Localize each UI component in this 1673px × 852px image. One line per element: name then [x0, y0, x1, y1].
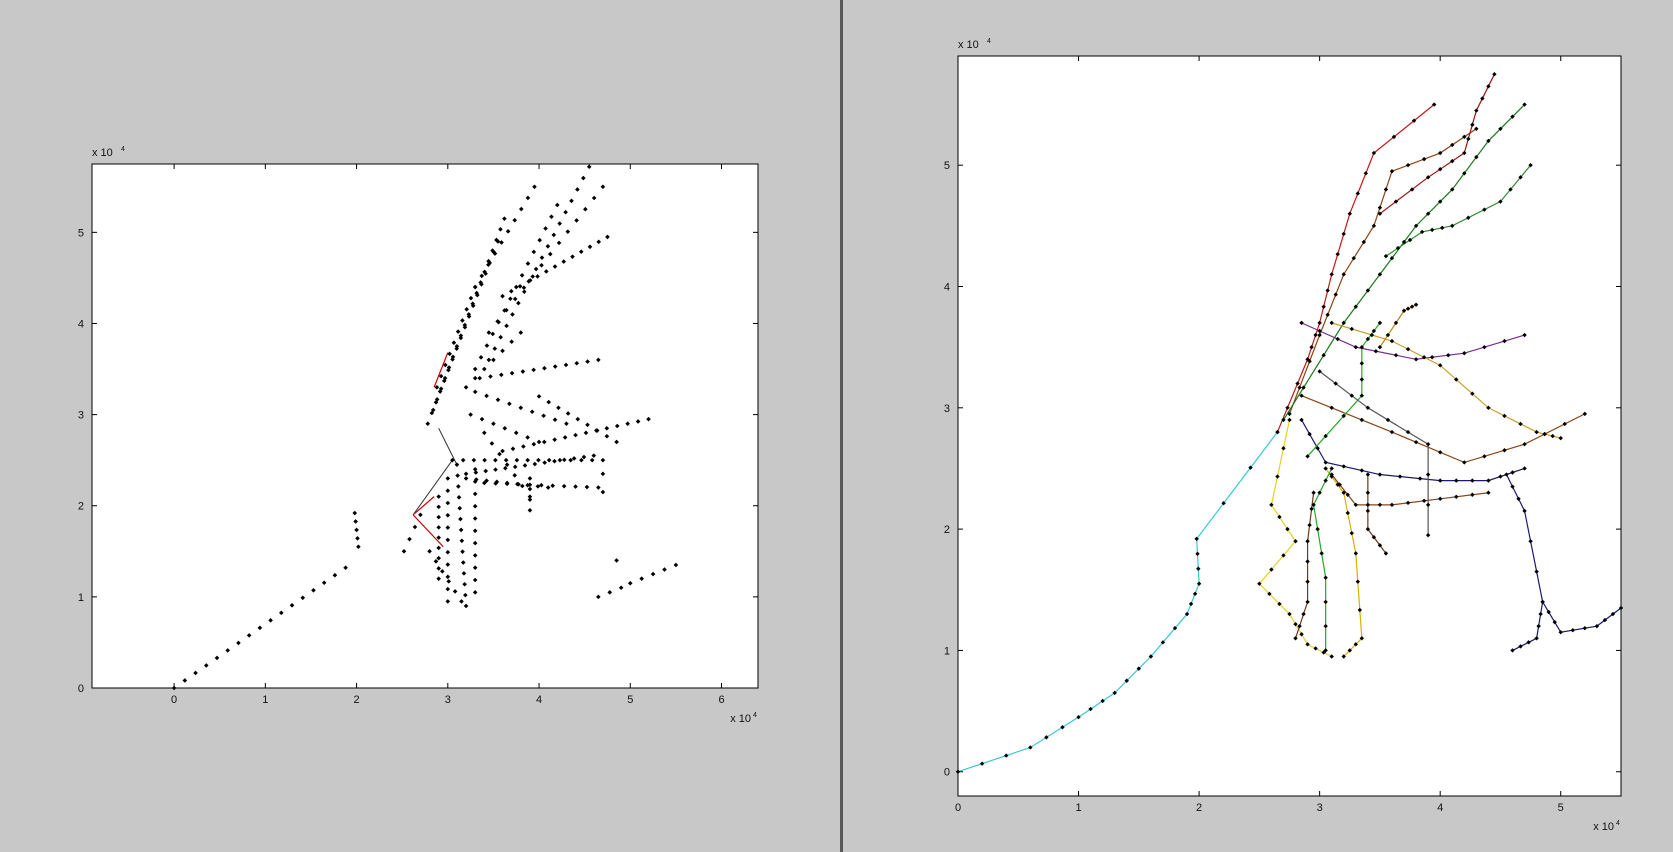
right-figure-panel: 012345012345x 10 4 x 10 4 — [843, 0, 1673, 852]
left-x-tick-label: 4 — [536, 694, 542, 706]
right-x-tick-label: 5 — [1558, 802, 1564, 814]
left-x-multiplier: x 10 — [730, 713, 751, 725]
left-y-tick-label: 2 — [78, 501, 84, 513]
right-x-tick-label: 1 — [1075, 802, 1081, 814]
left-y-tick-label: 5 — [78, 227, 84, 239]
right-y-tick-label: 5 — [944, 160, 950, 172]
left-x-tick-label: 6 — [718, 694, 724, 706]
right-y-tick-label: 3 — [944, 403, 950, 415]
right-y-tick-label: 0 — [944, 767, 950, 779]
left-x-tick-label: 0 — [171, 694, 177, 706]
left-plot-area — [92, 164, 758, 688]
left-x-tick-label: 1 — [262, 694, 268, 706]
left-scatter-chart: 0 1 2 3 4 5 6012345x 10 4x 10 4 — [0, 0, 840, 852]
right-y-multiplier: x 10 — [958, 39, 979, 51]
left-y-exponent: 4 — [121, 146, 125, 153]
right-x-tick-label: 2 — [1196, 802, 1202, 814]
left-x-tick-label: 3 — [445, 694, 451, 706]
right-network-chart: 0 1 2 3 4 5012345x 10 4x 10 4 — [843, 0, 1673, 852]
right-x-tick-label: 4 — [1437, 802, 1443, 814]
left-x-tick-label: 2 — [354, 694, 360, 706]
right-y-tick-label: 1 — [944, 645, 950, 657]
left-figure-panel: 0123456012345x 10 4 x 10 4 — [0, 0, 840, 852]
left-y-tick-label: 1 — [78, 592, 84, 604]
left-x-tick-label: 5 — [627, 694, 633, 706]
right-x-exponent: 4 — [1616, 820, 1620, 827]
right-x-multiplier: x 10 — [1593, 821, 1614, 833]
right-plot-area — [958, 56, 1621, 796]
left-y-tick-label: 0 — [78, 683, 84, 695]
left-y-tick-label: 3 — [78, 410, 84, 422]
right-x-tick-label: 0 — [955, 802, 961, 814]
left-y-tick-label: 4 — [78, 318, 84, 330]
right-y-tick-label: 2 — [944, 524, 950, 536]
left-x-exponent: 4 — [753, 712, 757, 719]
right-y-exponent: 4 — [987, 38, 991, 45]
right-y-tick-label: 4 — [944, 281, 950, 293]
right-x-tick-label: 3 — [1317, 802, 1323, 814]
left-y-multiplier: x 10 — [92, 147, 113, 159]
